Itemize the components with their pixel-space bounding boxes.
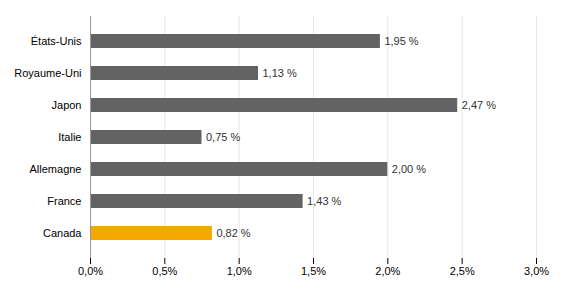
- svg-text:0,75 %: 0,75 %: [206, 131, 240, 143]
- svg-text:2,00 %: 2,00 %: [392, 163, 426, 175]
- svg-text:3,0%: 3,0%: [524, 265, 549, 277]
- svg-text:1,13 %: 1,13 %: [262, 67, 296, 79]
- svg-text:2,0%: 2,0%: [375, 265, 400, 277]
- svg-text:Japon: Japon: [52, 99, 82, 111]
- svg-text:0,5%: 0,5%: [152, 265, 177, 277]
- svg-text:France: France: [47, 195, 81, 207]
- svg-text:1,95 %: 1,95 %: [384, 35, 418, 47]
- svg-text:0,82 %: 0,82 %: [216, 227, 250, 239]
- svg-text:2,5%: 2,5%: [450, 265, 475, 277]
- svg-text:États-Unis: États-Unis: [31, 35, 82, 47]
- svg-text:1,43 %: 1,43 %: [307, 195, 341, 207]
- svg-text:Italie: Italie: [58, 131, 81, 143]
- svg-text:1,0%: 1,0%: [227, 265, 252, 277]
- svg-text:2,47 %: 2,47 %: [462, 99, 496, 111]
- svg-text:0,0%: 0,0%: [78, 265, 103, 277]
- svg-text:Allemagne: Allemagne: [30, 163, 82, 175]
- svg-text:1,5%: 1,5%: [301, 265, 326, 277]
- svg-text:Canada: Canada: [43, 227, 82, 239]
- svg-text:Royaume-Uni: Royaume-Uni: [14, 67, 81, 79]
